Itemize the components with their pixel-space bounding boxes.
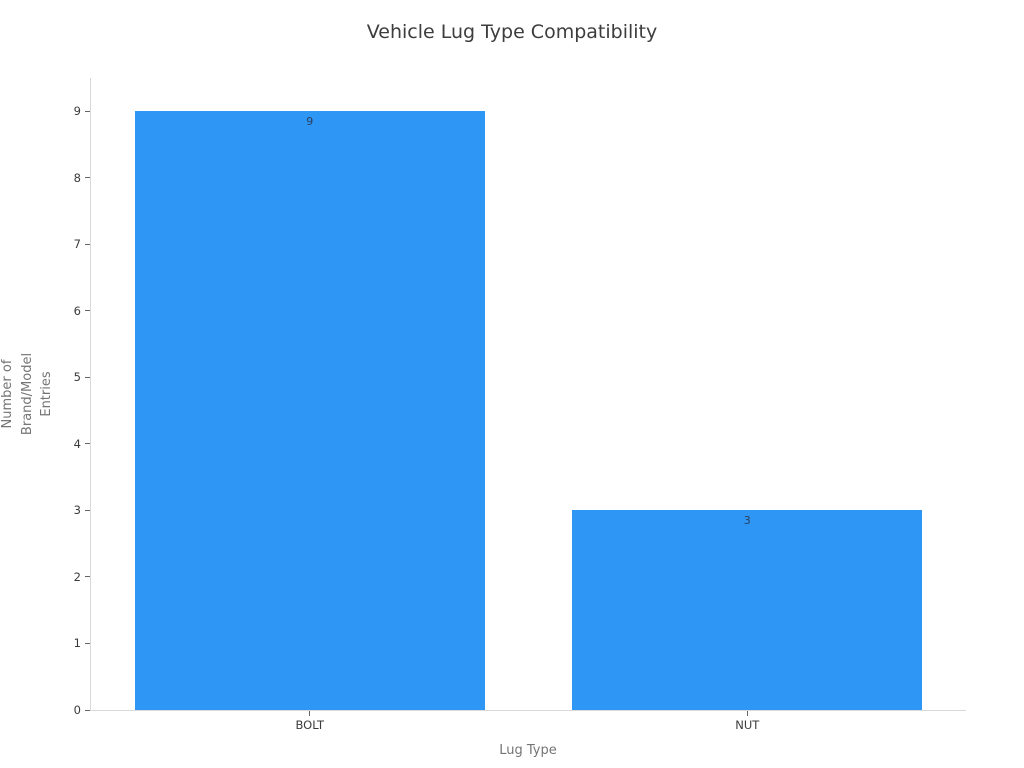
y-axis-tick-mark xyxy=(85,310,90,312)
plot-area: 0 1 2 3 4 5 6 7 8 9 9 BOLT 3 NUT xyxy=(74,78,966,732)
y-axis-tick-label: 2 xyxy=(73,569,81,584)
y-axis-title: Number of Brand/Model Entries xyxy=(0,353,56,435)
x-axis-title: Lug Type xyxy=(499,743,557,758)
chart-title: Vehicle Lug Type Compatibility xyxy=(366,21,658,43)
y-axis-tick-mark xyxy=(85,576,90,578)
y-axis-tick-label: 4 xyxy=(73,436,81,451)
y-axis-title-line-2: Brand/Model xyxy=(19,352,35,436)
bar-nut xyxy=(572,510,923,710)
y-axis-tick-label: 6 xyxy=(73,303,81,318)
bar-value-label: 3 xyxy=(743,514,751,528)
x-axis-tick-mark xyxy=(309,711,311,716)
y-axis-tick-label: 9 xyxy=(73,104,81,119)
y-axis-tick-mark xyxy=(85,110,90,112)
y-axis-title-line-1: Number of xyxy=(0,359,15,429)
y-axis-tick-mark xyxy=(85,243,90,245)
y-axis-tick-label: 0 xyxy=(73,703,81,717)
y-axis-tick-mark xyxy=(85,709,90,711)
x-axis-tick-label: BOLT xyxy=(295,718,325,732)
y-axis-tick-mark xyxy=(85,443,90,445)
x-axis-tick-mark xyxy=(746,711,748,716)
y-axis-tick-mark xyxy=(85,376,90,378)
bar-bolt xyxy=(134,111,485,710)
y-axis-tick-label: 3 xyxy=(73,503,81,518)
y-axis-tick-mark xyxy=(85,177,90,179)
y-axis-title-line-3: Entries xyxy=(38,371,54,417)
y-axis-tick-label: 7 xyxy=(73,237,81,252)
x-axis-tick-label: NUT xyxy=(735,718,760,732)
y-axis-tick-mark xyxy=(85,642,90,644)
y-axis-tick-label: 1 xyxy=(73,636,81,651)
y-axis-tick-label: 5 xyxy=(73,370,81,385)
y-axis-tick-mark xyxy=(85,509,90,511)
y-axis-tick-label: 8 xyxy=(73,170,81,185)
bar-value-label: 9 xyxy=(306,115,314,129)
